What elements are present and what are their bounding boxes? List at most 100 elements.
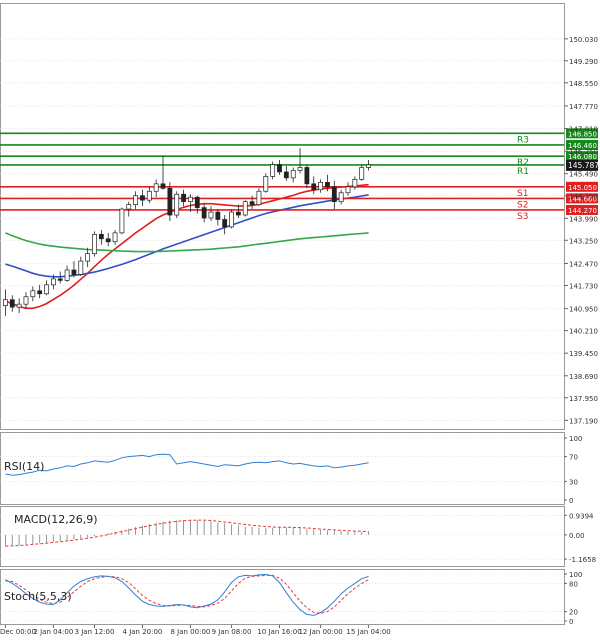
- candle: [325, 174, 330, 192]
- candle: [160, 155, 166, 190]
- price-tick-label: 145.490: [569, 171, 598, 179]
- candle-body-down: [201, 207, 207, 219]
- candle-body-up: [290, 170, 296, 179]
- candle-body-up: [359, 167, 365, 180]
- candle: [283, 166, 289, 181]
- candle-body-up: [208, 211, 214, 219]
- price-tick-label: 142.470: [569, 260, 598, 268]
- indicator-tick-label: 100: [569, 435, 582, 443]
- candle: [140, 189, 145, 207]
- indicator-tick-label: 0: [569, 497, 573, 505]
- candle-body-down: [235, 211, 241, 216]
- rsi-line: [5, 453, 369, 476]
- stoch-panel-frame: [0, 569, 565, 625]
- candle-body-down: [194, 196, 200, 208]
- candle-body-up: [146, 190, 152, 201]
- indicator-tick-label: 30: [569, 478, 578, 486]
- support-level-label: S3: [517, 212, 528, 222]
- candle: [229, 209, 234, 229]
- indicator-tick-label: 0.00: [569, 532, 585, 540]
- indicator-tick-label: 20: [569, 609, 578, 617]
- price-tick-label: 137.950: [569, 395, 598, 403]
- candle-body-down: [57, 278, 63, 281]
- macd-grid: [0, 515, 564, 560]
- macd-panel-frame: [0, 506, 565, 567]
- stoch-grid: [0, 573, 564, 622]
- time-tick-label: 10 Jan 16:00: [257, 628, 301, 636]
- candle: [23, 292, 29, 309]
- support-price-tag: 144.660: [568, 195, 597, 203]
- candle-body-up: [345, 186, 351, 194]
- support-price-tag: 145.050: [568, 184, 597, 192]
- candle-body-up: [188, 196, 193, 203]
- stoch-label: Stoch(5,5,3): [4, 590, 72, 603]
- candle: [133, 191, 139, 210]
- price-tick-label: 144.750: [569, 193, 598, 201]
- resistance-price-tag: 146.080: [568, 153, 597, 161]
- candle: [318, 179, 324, 193]
- candle: [16, 298, 22, 314]
- candle: [194, 195, 200, 214]
- resistance-price-tag-bg: [566, 151, 598, 162]
- candle: [3, 289, 8, 317]
- candle: [290, 167, 296, 183]
- candle-body-up: [242, 201, 248, 216]
- candle-body-up: [119, 208, 125, 234]
- candle: [235, 204, 241, 218]
- rsi-grid: [0, 437, 564, 501]
- candle: [249, 195, 255, 210]
- price-tick-label: 148.550: [569, 80, 598, 88]
- rsi-panel: RSI(14) 100 70 30 0: [0, 432, 582, 505]
- price-axis: 150.030 149.290 148.550 147.770 147.010 146.2…: [564, 36, 598, 425]
- candle: [352, 176, 358, 190]
- candle: [304, 164, 310, 189]
- candle: [331, 180, 337, 210]
- price-tick-label: 147.010: [569, 126, 598, 134]
- candle: [37, 284, 43, 299]
- stoch-d-line: [5, 574, 369, 615]
- time-tick-label: 2 Jan 04:00: [33, 628, 73, 636]
- macd-signal-line: [5, 519, 369, 547]
- indicator-tick-label: 0.9394: [569, 512, 594, 520]
- resistance-level-label: R2: [517, 158, 529, 168]
- moving-average-line: [5, 232, 369, 253]
- rsi-panel-frame: [0, 432, 565, 505]
- candle-body-down: [283, 171, 289, 179]
- price-tick-label: 139.450: [569, 350, 598, 358]
- resistance-price-tag: 146.460: [568, 142, 597, 150]
- pivot-levels: R3 146.850 146.460 R2 146.080 R1 S1 145.050 S2 14…: [0, 128, 598, 222]
- candle: [263, 173, 269, 193]
- macd-panel: MACD(12,26,9) 0.9394 0.00 -1.1658: [0, 506, 596, 567]
- candle-body-up: [338, 192, 344, 203]
- current-price-label: 145.787: [568, 161, 599, 170]
- indicator-tick-label: 80: [569, 580, 578, 588]
- moving-average-line: [5, 183, 369, 310]
- candle: [92, 231, 97, 257]
- candle: [30, 286, 36, 302]
- candle-body-down: [222, 219, 228, 228]
- candle: [174, 191, 180, 218]
- candle-body-up: [92, 233, 97, 255]
- candle: [181, 189, 186, 207]
- price-tick-label: 146.250: [569, 148, 598, 156]
- candle-body-down: [215, 211, 221, 220]
- candle: [201, 203, 207, 223]
- candle: [222, 215, 228, 235]
- candle-body-up: [126, 204, 132, 210]
- indicator-tick-label: 0: [569, 618, 573, 626]
- support-price-tag-bg: [566, 181, 598, 192]
- candle: [126, 201, 132, 217]
- candle-body-up: [270, 164, 276, 177]
- candle-body-up: [153, 183, 159, 192]
- price-tick-label: 138.690: [569, 373, 598, 381]
- candle: [167, 182, 173, 221]
- support-level-label: S1: [517, 189, 528, 199]
- candle: [78, 256, 84, 276]
- price-grid: [0, 38, 564, 421]
- rsi-axis: 100 70 30 0: [564, 435, 582, 505]
- candle: [50, 274, 56, 290]
- resistance-price-tag-bg: [566, 139, 598, 150]
- candle: [146, 186, 152, 204]
